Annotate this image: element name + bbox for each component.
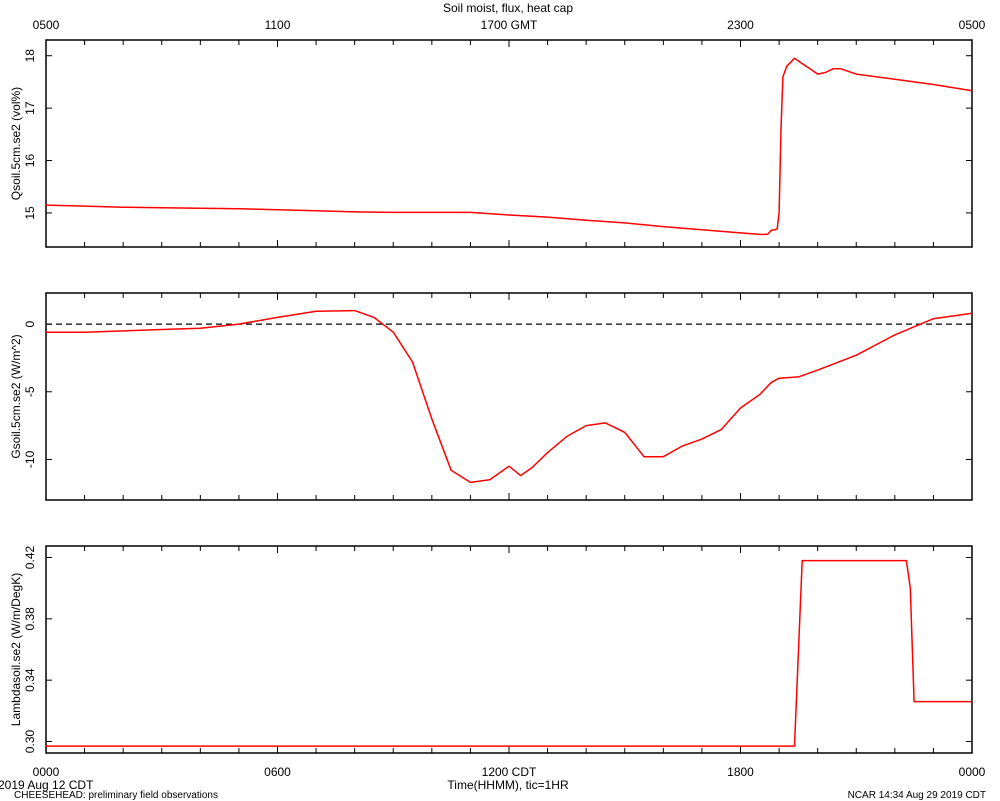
x-axis-label: Time(HHMM), tic=1HR	[447, 778, 569, 792]
top-axis-tick-label: 0500	[959, 18, 986, 32]
panel-frame	[45, 39, 973, 248]
bottom-axis-tick-label: 0600	[264, 765, 291, 779]
footer-stamp: NCAR 14:34 Aug 29 2019 CDT	[847, 790, 986, 801]
y-tick-label: 0.30	[23, 729, 37, 753]
bottom-axis-tick-labels: 0000 0600 1200 CDT 1800 0000	[33, 765, 986, 779]
footer-date: 2019 Aug 12 CDT	[0, 778, 94, 792]
series-line	[45, 57, 973, 236]
panel-1: 15 16 17 18 Qsoil.5cm.se2 (vol%)	[9, 39, 973, 248]
chart-panels: 15 16 17 18 Qsoil.5cm.se2 (vol%) 0 -5 -10Gsoil.…	[9, 39, 973, 754]
series-line	[46, 559, 972, 747]
bottom-axis-tick-label: 1200 CDT	[482, 765, 537, 779]
footer-project: CHEESEHEAD: preliminary field observatio…	[14, 790, 218, 801]
y-tick-label: 0.34	[23, 668, 37, 692]
bottom-axis-tick-label: 0000	[33, 765, 60, 779]
y-tick-label: 0.42	[23, 545, 37, 569]
top-axis-tick-labels: 0500 1100 1700 GMT 2300 0500	[33, 18, 986, 32]
y-tick-label: 18	[23, 49, 37, 63]
chart-title: Soil moist, flux, heat cap	[443, 1, 573, 15]
y-tick-label: 16	[23, 154, 37, 168]
y-tick-label: 0	[23, 320, 37, 327]
top-axis-tick-label: 0500	[33, 18, 60, 32]
series-line	[46, 309, 973, 484]
y-axis-label: Lambdasoil.se2 (W/m/DegK)	[9, 573, 23, 726]
bottom-axis-tick-label: 1800	[727, 765, 754, 779]
y-tick-label: -5	[23, 386, 37, 397]
panel-frame	[45, 545, 973, 754]
top-axis-tick-label: 2300	[727, 18, 754, 32]
y-axis-label: Gsoil.5cm.se2 (W/m^2)	[9, 334, 23, 458]
bottom-axis-tick-label: 0000	[959, 765, 986, 779]
y-tick-label: 17	[23, 101, 37, 115]
y-axis-label: Qsoil.5cm.se2 (vol%)	[9, 87, 23, 200]
top-axis-tick-label: 1700 GMT	[481, 18, 538, 32]
top-axis-tick-label: 1100	[265, 18, 291, 32]
y-tick-label: 0.38	[23, 607, 37, 631]
y-tick-label: -10	[23, 450, 37, 468]
y-tick-label: 15	[23, 206, 37, 220]
